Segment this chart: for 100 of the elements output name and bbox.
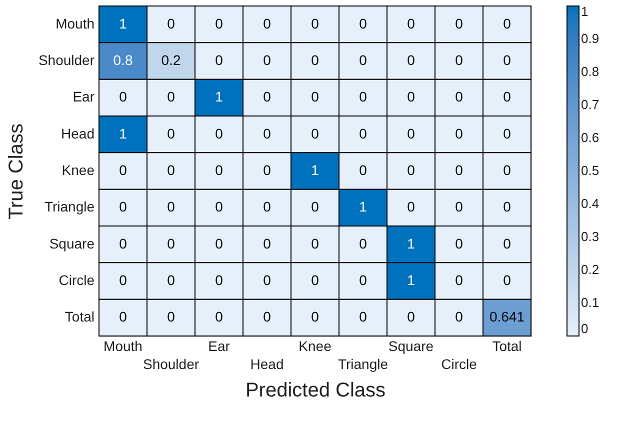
data-label: 1: [215, 88, 224, 105]
data-label: 0: [407, 52, 416, 68]
x-axis-title: Predicted Class: [245, 380, 386, 402]
color-bar-label: 0.9: [581, 31, 600, 46]
data-label: 0: [215, 198, 224, 215]
y-tick-label: Ear: [72, 88, 95, 105]
color-bar-label: 0.5: [581, 163, 600, 178]
data-label: 1: [119, 125, 128, 142]
data-label: 0: [359, 52, 368, 68]
data-label: 0: [119, 162, 128, 178]
y-tick-label: Mouth: [56, 15, 94, 32]
x-tick-label: Knee: [298, 338, 332, 354]
data-label: 0: [407, 88, 416, 105]
data-label: 0: [263, 125, 272, 142]
data-label: 0: [167, 162, 176, 178]
data-label: 0: [167, 15, 176, 32]
x-tick-label: Shoulder: [142, 356, 200, 372]
data-label: 0: [455, 308, 464, 325]
data-label: 0: [359, 308, 368, 325]
y-tick-label: Circle: [58, 272, 95, 288]
data-label: 0: [455, 88, 464, 105]
data-label: 0: [503, 125, 512, 142]
data-label: 0: [503, 162, 512, 178]
data-label: 0: [503, 88, 512, 105]
data-label: 0: [167, 308, 176, 325]
y-tick-label: Head: [61, 125, 94, 142]
data-label: 0.8: [113, 52, 133, 68]
x-tick-label: Triangle: [338, 356, 388, 372]
data-label: 0: [263, 52, 272, 68]
data-label: 0: [311, 88, 320, 105]
data-label: 0: [263, 162, 272, 178]
data-label: 0: [359, 125, 368, 142]
y-tick-label: Total: [64, 308, 94, 325]
data-label: 0: [407, 125, 416, 142]
data-label: 0: [503, 272, 512, 288]
data-label: 0: [215, 308, 224, 325]
data-label: 0: [455, 125, 464, 142]
data-label: 0: [455, 162, 464, 178]
data-label: 0: [359, 15, 368, 32]
x-tick-label: Ear: [208, 338, 230, 354]
x-tick-label: Total: [492, 338, 522, 354]
data-label: 0: [311, 125, 320, 142]
data-label: 0: [359, 272, 368, 288]
data-label: 0: [455, 52, 464, 68]
data-label: 0: [311, 198, 320, 215]
data-label: 0: [215, 162, 224, 178]
data-label: 1: [407, 272, 416, 288]
data-label: 0: [167, 125, 176, 142]
data-label: 0: [119, 198, 128, 215]
y-tick-label: Knee: [62, 162, 95, 178]
color-bar-label: 0: [581, 321, 588, 336]
data-label: 0: [215, 272, 224, 288]
data-label: 0: [503, 235, 512, 252]
x-tick-label: Mouth: [104, 338, 142, 354]
y-tick-label: Square: [49, 235, 95, 252]
x-tick-label: Square: [388, 338, 434, 354]
color-bar-label: 0.8: [581, 64, 600, 79]
data-label: 0: [119, 308, 128, 325]
data-label: 0: [311, 52, 320, 68]
data-label: 0: [503, 15, 512, 32]
x-tick-label: Circle: [441, 356, 478, 372]
data-label: 0: [311, 235, 320, 252]
data-label: 0: [119, 235, 128, 252]
data-label: 0: [503, 198, 512, 215]
data-label: 0: [167, 272, 176, 288]
y-axis-title: True Class: [5, 124, 28, 220]
data-label: 0: [311, 308, 320, 325]
data-label: 1: [119, 15, 128, 32]
data-label: 1: [311, 162, 320, 178]
data-label: 0: [263, 235, 272, 252]
data-label: 0: [503, 52, 512, 68]
data-label: 0: [311, 15, 320, 32]
data-label: 0: [407, 198, 416, 215]
data-label: 0: [407, 308, 416, 325]
color-bar-label: 0.3: [581, 229, 600, 244]
data-label: 0: [359, 88, 368, 105]
color-bar-label: 0.6: [581, 130, 600, 145]
data-label: 0: [359, 162, 368, 178]
color-bar-label: 0.7: [581, 97, 600, 112]
y-tick-label: Triangle: [44, 198, 95, 215]
data-label: 0: [215, 52, 224, 68]
data-label: 0.2: [161, 52, 181, 68]
data-label: 0: [263, 15, 272, 32]
data-label: 1: [359, 198, 368, 215]
color-bar-label: 0.2: [581, 262, 600, 277]
data-label: 0: [215, 125, 224, 142]
data-label: 0: [455, 198, 464, 215]
data-label: 0: [311, 272, 320, 288]
data-label: 0: [263, 308, 272, 325]
data-label: 0: [215, 235, 224, 252]
y-tick-label: Shoulder: [38, 52, 95, 68]
data-label: 0: [455, 272, 464, 288]
data-label: 0: [167, 235, 176, 252]
data-label: 0: [407, 162, 416, 178]
data-label: 0: [359, 235, 368, 252]
data-label: 0: [455, 15, 464, 32]
data-label: 0: [167, 198, 176, 215]
data-label: 0: [119, 88, 128, 105]
data-label: 0: [263, 272, 272, 288]
data-label: 0: [167, 88, 176, 105]
